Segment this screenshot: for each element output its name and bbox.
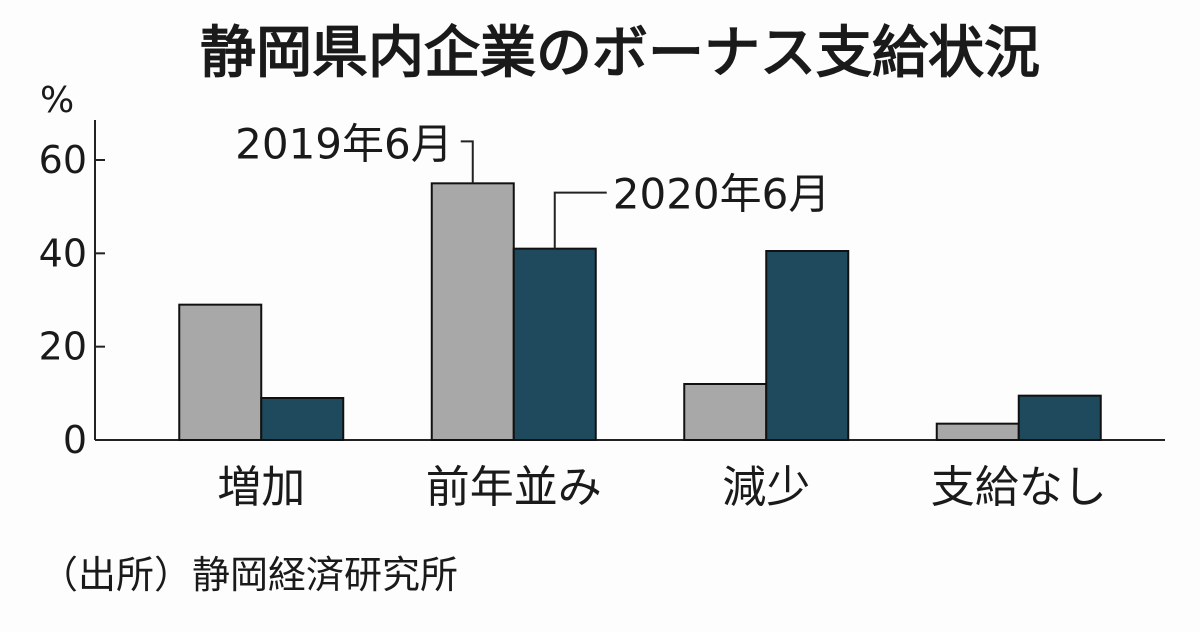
bar-2019-2 <box>683 383 768 441</box>
category-labels: 増加 前年並み 減少 支給なし <box>217 462 1107 513</box>
bar-2019-1 <box>430 182 515 441</box>
category-label: 増加 <box>217 462 305 513</box>
legend-leader-2019 <box>460 140 474 184</box>
bar-2020-1 <box>512 247 597 441</box>
y-axis-unit: % <box>40 80 74 121</box>
y-tick-label: 60 <box>39 138 87 182</box>
y-tick-label: 20 <box>39 325 87 369</box>
bars <box>178 182 1102 441</box>
legend-callouts: 2019年6月 2020年6月 <box>235 119 831 249</box>
chart-title: 静岡県内企業のボーナス支給状況 <box>200 21 1040 86</box>
legend-label-2019: 2019年6月 <box>235 119 453 168</box>
category-label: 前年並み <box>426 462 602 513</box>
legend-label-2020: 2020年6月 <box>613 170 831 219</box>
category-label: 支給なし <box>931 462 1107 513</box>
y-ticks: 0 20 40 60 <box>39 138 105 462</box>
bar-2019-0 <box>178 303 263 441</box>
legend-leader-2020 <box>553 191 607 249</box>
y-tick-label: 40 <box>39 231 87 275</box>
bar-2019-3 <box>935 422 1020 441</box>
bar-2020-3 <box>1017 394 1102 441</box>
bar-2020-2 <box>765 250 850 441</box>
bar-2020-0 <box>260 397 345 441</box>
category-label: 減少 <box>722 462 810 513</box>
y-tick-label: 0 <box>63 418 87 462</box>
source-note: （出所）静岡経済研究所 <box>40 553 458 597</box>
